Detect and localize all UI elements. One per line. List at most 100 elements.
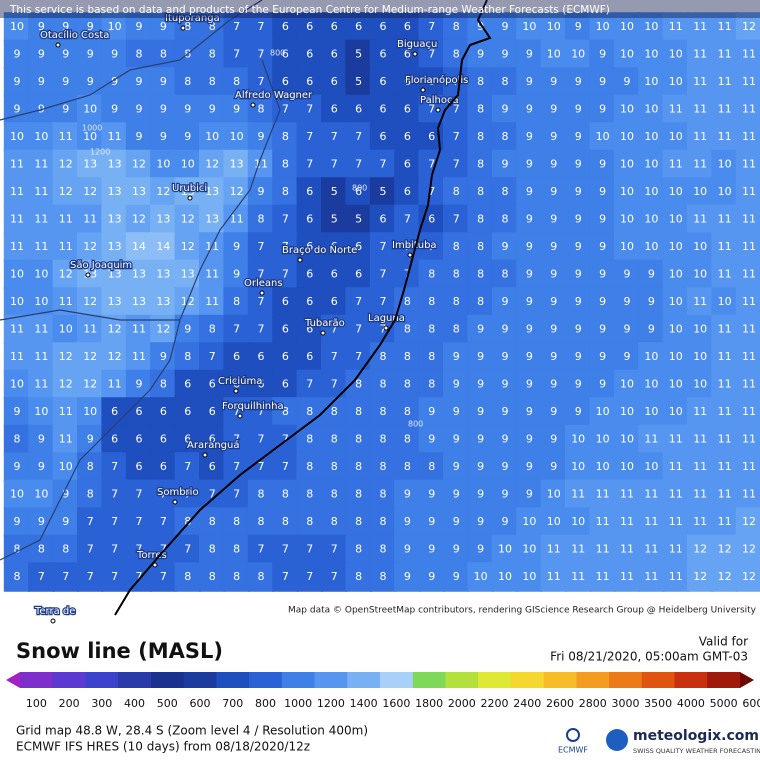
grid-cell — [394, 94, 421, 125]
grid-value: 9 — [575, 323, 582, 336]
grid-value: 9 — [575, 75, 582, 88]
grid-value: 9 — [550, 295, 557, 308]
grid-cell — [638, 424, 665, 455]
grid-cell — [125, 507, 153, 537]
grid-value: 11 — [59, 405, 73, 418]
grid-value: 10 — [10, 20, 24, 33]
grid-cell — [711, 204, 738, 235]
grid-value: 10 — [620, 213, 634, 226]
grid-value: 7 — [380, 268, 387, 281]
grid-cell — [662, 259, 689, 290]
grid-value: 8 — [87, 460, 94, 473]
place-label: Urubici — [172, 183, 207, 194]
grid-cell — [443, 122, 470, 152]
grid-cell — [638, 314, 665, 345]
grid-value: 8 — [453, 268, 460, 281]
grid-cell — [77, 314, 104, 345]
grid-cell — [565, 369, 592, 400]
grid-cell — [516, 314, 543, 345]
grid-value: 6 — [282, 378, 289, 391]
grid-cell — [272, 39, 299, 70]
grid-value: 7 — [355, 295, 362, 308]
grid-cell — [589, 259, 616, 290]
grid-cell — [77, 369, 104, 400]
grid-cell — [345, 452, 372, 482]
grid-value: 9 — [453, 570, 460, 583]
grid-cell — [296, 259, 323, 290]
grid-value: 9 — [502, 240, 509, 253]
grid-cell — [77, 67, 104, 97]
place-marker — [180, 25, 186, 31]
grid-cell — [443, 452, 470, 482]
grid-value: 11 — [34, 378, 48, 391]
grid-value: 10 — [669, 295, 683, 308]
grid-value: 10 — [498, 543, 512, 556]
grid-value: 9 — [38, 48, 45, 61]
grid-cell — [296, 534, 323, 565]
grid-cell — [125, 149, 153, 180]
grid-value: 7 — [380, 158, 387, 171]
grid-cell — [491, 12, 519, 42]
grid-cell — [272, 12, 299, 42]
grid-cell — [394, 562, 421, 592]
grid-cell — [28, 369, 55, 400]
grid-value: 8 — [184, 515, 191, 528]
grid-value: 9 — [575, 103, 582, 116]
grid-value: 9 — [624, 350, 631, 363]
grid-value: 7 — [453, 103, 460, 116]
grid-value: 9 — [87, 433, 94, 446]
grid-cell — [150, 369, 177, 400]
contour-label: 800 — [352, 184, 367, 193]
grid-value: 7 — [380, 323, 387, 336]
grid-value: 6 — [282, 48, 289, 61]
grid-value: 11 — [34, 213, 48, 226]
grid-cell — [369, 452, 397, 482]
grid-value: 8 — [233, 570, 240, 583]
grid-value: 11 — [669, 158, 683, 171]
grid-value: 10 — [669, 350, 683, 363]
grid-cell — [3, 479, 31, 510]
grid-value: 10 — [10, 378, 24, 391]
grid-cell — [491, 204, 519, 235]
grid-cell — [540, 562, 567, 592]
grid-cell — [711, 67, 738, 97]
grid-cell — [28, 342, 55, 372]
grid-value: 6 — [184, 433, 191, 446]
place-label: Sombrio — [157, 487, 199, 498]
grid-cell — [101, 204, 128, 235]
grid-cell — [638, 479, 665, 510]
grid-cell — [52, 232, 79, 262]
grid-cell — [272, 149, 299, 180]
grid-value: 6 — [209, 460, 216, 473]
grid-cell — [687, 314, 714, 345]
grid-value: 10 — [474, 570, 488, 583]
grid-value: 8 — [502, 185, 509, 198]
colorbar-arrow — [740, 672, 754, 688]
colorbar-label: 1800 — [415, 697, 443, 710]
grid-value: 13 — [156, 213, 170, 226]
grid-value: 8 — [404, 378, 411, 391]
grid-value: 9 — [550, 323, 557, 336]
grid-value: 13 — [230, 158, 244, 171]
grid-value: 11 — [693, 48, 707, 61]
grid-value: 9 — [233, 240, 240, 253]
contour-label: 1200 — [90, 148, 110, 157]
grid-cell — [101, 369, 128, 400]
grid-value: 12 — [59, 185, 73, 198]
grid-value: 6 — [331, 48, 338, 61]
grid-cell — [394, 479, 421, 510]
grid-cell — [565, 232, 592, 262]
grid-value: 9 — [624, 323, 631, 336]
grid-cell — [443, 369, 470, 400]
grid-value: 10 — [108, 20, 122, 33]
valid-time: Fri 08/21/2020, 05:00am GMT-03 — [550, 650, 748, 664]
attribution-bg — [334, 604, 760, 616]
legend-title: Snow line (MASL) — [16, 639, 223, 663]
grid-cell — [687, 67, 714, 97]
grid-cell — [491, 452, 519, 482]
grid-cell — [223, 149, 250, 180]
grid-cell — [394, 369, 421, 400]
grid-cell — [443, 424, 470, 455]
grid-cell — [199, 259, 226, 290]
grid-value: 11 — [718, 240, 732, 253]
